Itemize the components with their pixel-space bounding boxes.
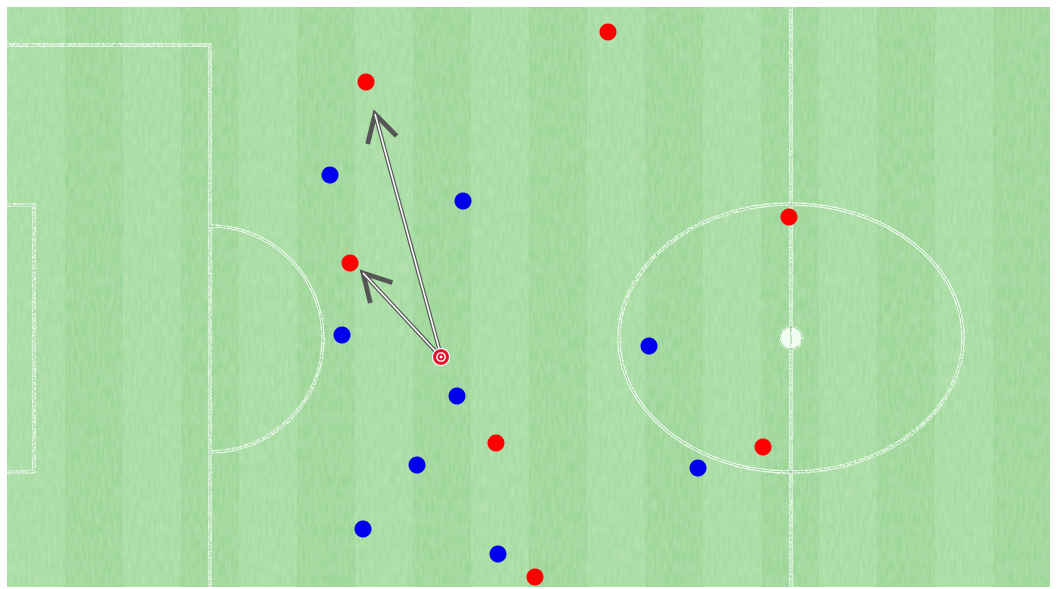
grass-texture	[7, 7, 1050, 587]
red-team	[341, 23, 798, 586]
pitch-markings	[7, 7, 965, 587]
red-player-centre-circle-top[interactable]	[780, 208, 798, 226]
blue-player-2[interactable]	[454, 192, 472, 210]
blue-player-4[interactable]	[448, 387, 466, 405]
pass-arrow-left	[359, 269, 440, 356]
red-player-centre-circle-bottom[interactable]	[754, 438, 772, 456]
goal-area-inner	[7, 204, 35, 473]
centre-spot-inner	[779, 326, 803, 350]
blue-player-7[interactable]	[489, 545, 507, 563]
pass-arrows	[359, 109, 442, 356]
red-player-left-forward[interactable]	[341, 254, 359, 272]
blue-player-8[interactable]	[640, 337, 658, 355]
ball-with-player-icon[interactable]	[431, 347, 451, 367]
blue-player-1[interactable]	[321, 166, 339, 184]
pass-arrow-top	[365, 109, 442, 353]
red-player-midfield[interactable]	[487, 434, 505, 452]
red-player-bottom[interactable]	[526, 568, 544, 586]
blue-player-5[interactable]	[408, 456, 426, 474]
red-player-top-forward[interactable]	[357, 73, 375, 91]
red-player-wide-top[interactable]	[599, 23, 617, 41]
blue-player-3[interactable]	[333, 326, 351, 344]
penalty-arc-inner	[209, 225, 324, 453]
blue-team	[321, 166, 707, 563]
blue-player-9[interactable]	[689, 459, 707, 477]
penalty-area-inner	[7, 44, 211, 587]
centre-circle-inner	[618, 203, 964, 473]
blue-player-6[interactable]	[354, 520, 372, 538]
